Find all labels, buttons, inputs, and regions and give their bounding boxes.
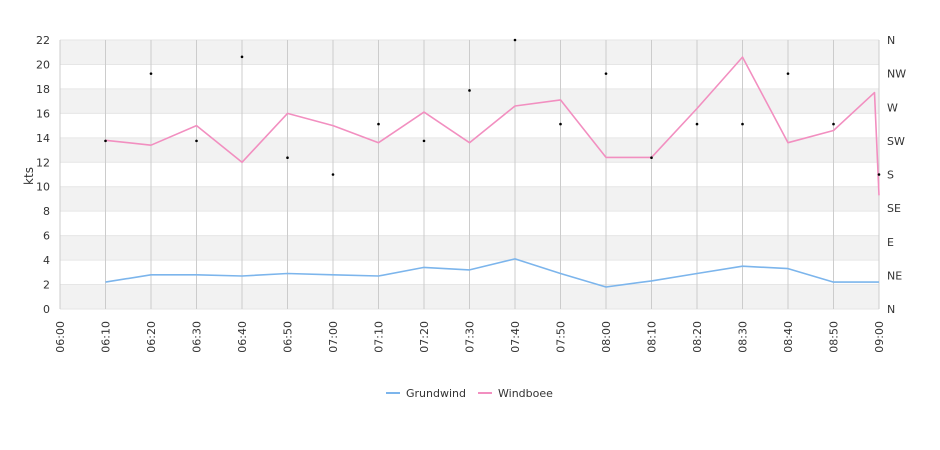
- y2-tick-label: S: [887, 169, 894, 182]
- x-tick-label: 08:30: [737, 321, 750, 353]
- x-tick-label: 06:30: [191, 321, 204, 353]
- y-tick-label: 18: [36, 83, 50, 96]
- x-tick-label: 08:10: [646, 321, 659, 353]
- direction-point: [149, 72, 153, 75]
- x-tick-label: 07:30: [464, 321, 477, 353]
- series-line: [105, 56, 880, 196]
- x-tick-label: 08:40: [782, 321, 795, 353]
- direction-point: [786, 72, 790, 75]
- direction-point: [559, 122, 562, 126]
- y-tick-label: 0: [43, 303, 50, 316]
- x-tick-label: 07:50: [555, 321, 568, 353]
- y2-tick-label: N: [887, 34, 895, 47]
- direction-point: [832, 122, 835, 126]
- x-tick-label: 08:20: [691, 321, 704, 353]
- y-tick-label: 6: [43, 230, 50, 243]
- y-tick-label: 12: [36, 156, 50, 169]
- y-tick-label: 16: [36, 107, 50, 120]
- x-axis-ticks: 06:00 06:10 06:20 06:30 06:40 06:50 07:00 07:10…: [54, 321, 886, 353]
- y-tick-label: 14: [36, 132, 50, 145]
- y2-tick-label: W: [887, 101, 898, 114]
- x-tick-label: 07:40: [509, 321, 522, 353]
- x-tick-label: 06:00: [54, 321, 67, 353]
- x-tick-label: 06:50: [282, 321, 295, 353]
- direction-point: [650, 156, 653, 159]
- direction-point: [604, 72, 608, 75]
- x-tick-label: 06:40: [236, 321, 249, 353]
- direction-point: [377, 122, 380, 126]
- direction-point: [468, 89, 471, 92]
- x-tick-label: 09:00: [873, 321, 886, 353]
- x-tick-label: 06:10: [100, 321, 113, 353]
- legend-label[interactable]: Windboee: [498, 387, 553, 400]
- y2-tick-label: N: [887, 303, 895, 316]
- x-tick-label: 08:00: [600, 321, 613, 353]
- direction-point: [104, 139, 107, 143]
- direction-point: [240, 55, 244, 59]
- direction-point: [422, 139, 426, 143]
- y-tick-label: 4: [43, 254, 50, 267]
- series-lines: [105, 56, 880, 288]
- y2-tick-label: SE: [887, 202, 901, 215]
- series-line: [105, 258, 879, 288]
- y2-axis-ticks: N NE E SE S SW W NW N: [887, 34, 906, 316]
- x-tick-label: 07:10: [373, 321, 386, 353]
- y2-tick-label: NW: [887, 68, 906, 81]
- direction-point: [741, 122, 744, 126]
- y-axis-ticks: 0 2 4 6 8 10 12 14 16 18 20 22: [36, 34, 50, 316]
- direction-point: [877, 173, 881, 176]
- direction-point: [695, 122, 699, 126]
- legend: Grundwind Windboee: [386, 387, 553, 400]
- grid-lines: [59, 39, 880, 310]
- direction-point: [513, 38, 517, 42]
- y-axis-title: kts: [22, 167, 36, 185]
- y-tick-label: 22: [36, 34, 50, 47]
- y2-tick-label: SW: [887, 135, 905, 148]
- y2-tick-label: NE: [887, 269, 902, 282]
- direction-point: [331, 173, 335, 176]
- x-tick-label: 08:50: [828, 321, 841, 353]
- direction-point: [286, 156, 289, 159]
- direction-point: [195, 139, 198, 143]
- y-tick-label: 20: [36, 58, 50, 71]
- y2-tick-label: E: [887, 236, 894, 249]
- y-tick-label: 2: [43, 279, 50, 292]
- direction-markers: [104, 38, 881, 176]
- x-tick-label: 06:20: [145, 321, 158, 353]
- x-tick-label: 07:20: [418, 321, 431, 353]
- legend-label[interactable]: Grundwind: [406, 387, 466, 400]
- y-tick-label: 8: [43, 205, 50, 218]
- x-tick-label: 07:00: [327, 321, 340, 353]
- y-tick-label: 10: [36, 181, 50, 194]
